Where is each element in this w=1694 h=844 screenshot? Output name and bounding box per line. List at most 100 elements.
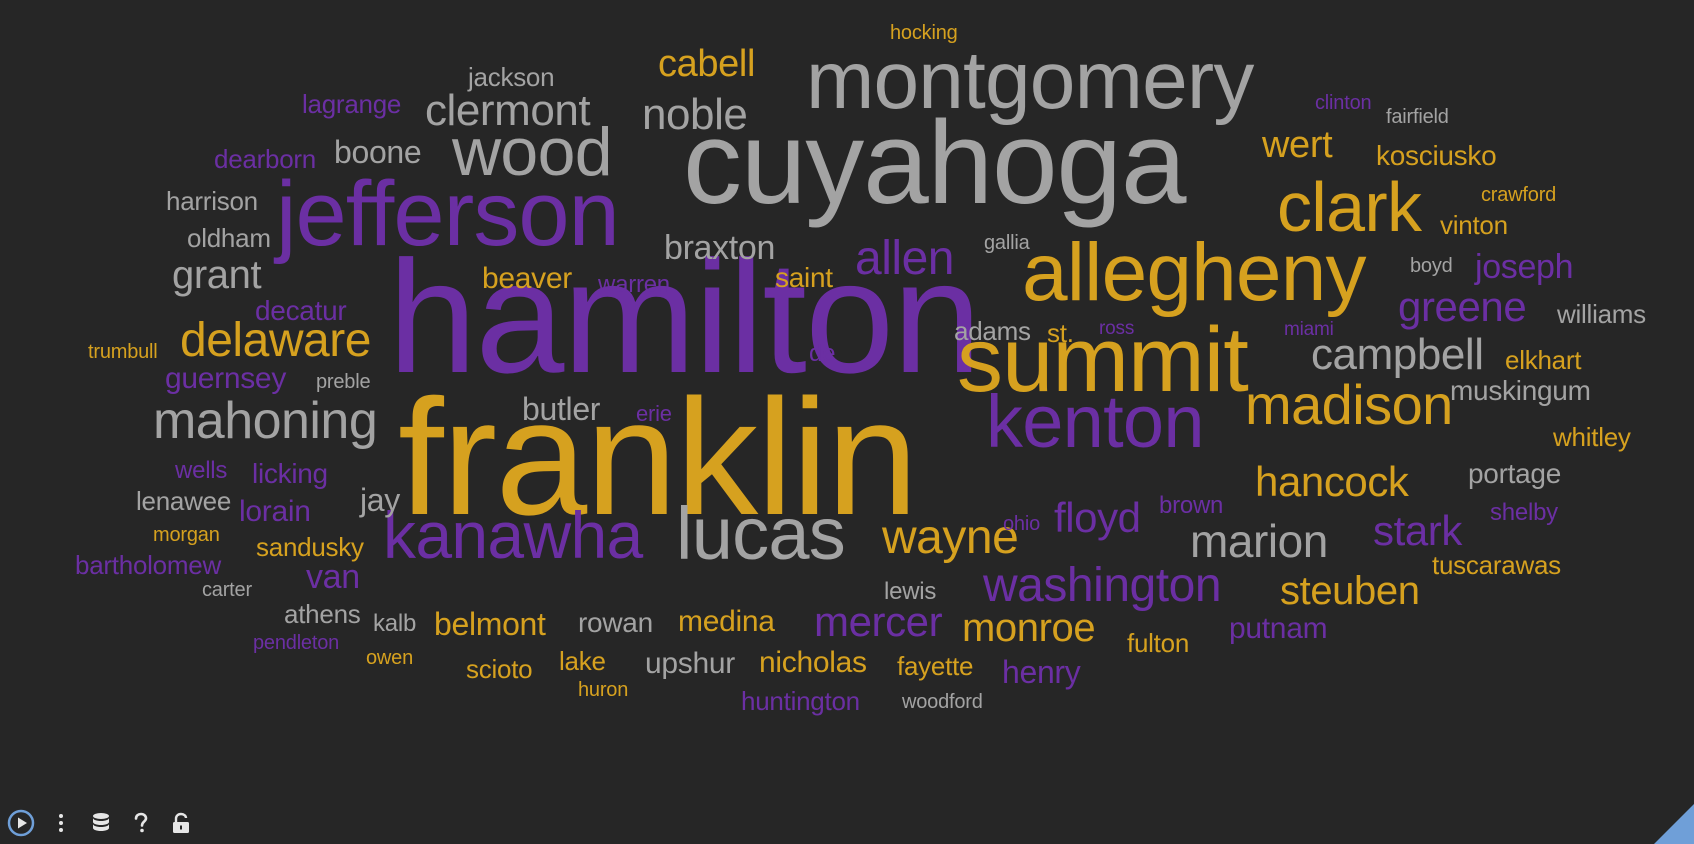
word-lorain[interactable]: lorain bbox=[239, 495, 311, 528]
word-mahoning[interactable]: mahoning bbox=[153, 392, 378, 450]
word-miami[interactable]: miami bbox=[1284, 319, 1334, 340]
word-campbell[interactable]: campbell bbox=[1311, 330, 1484, 379]
word-carter[interactable]: carter bbox=[202, 579, 252, 601]
word-jackson[interactable]: jackson bbox=[468, 62, 555, 92]
word-cuyahoga[interactable]: cuyahoga bbox=[683, 97, 1187, 229]
play-button[interactable] bbox=[4, 806, 38, 840]
word-warren[interactable]: warren bbox=[598, 271, 670, 298]
word-hamilton[interactable]: hamilton bbox=[388, 227, 982, 406]
word-trumbull[interactable]: trumbull bbox=[88, 341, 158, 363]
word-boyd[interactable]: boyd bbox=[1410, 255, 1453, 277]
word-kosciusko[interactable]: kosciusko bbox=[1376, 140, 1497, 171]
word-tuscarawas[interactable]: tuscarawas bbox=[1432, 550, 1561, 580]
word-whitley[interactable]: whitley bbox=[1553, 422, 1631, 452]
word-washington[interactable]: washington bbox=[983, 559, 1222, 612]
word-van[interactable]: van bbox=[306, 558, 360, 596]
word-erie[interactable]: erie bbox=[636, 401, 672, 426]
word-henry[interactable]: henry bbox=[1002, 654, 1081, 690]
word-crawford[interactable]: crawford bbox=[1481, 184, 1557, 206]
word-morgan[interactable]: morgan bbox=[153, 524, 220, 546]
word-fayette[interactable]: fayette bbox=[897, 651, 974, 681]
word-dearborn[interactable]: dearborn bbox=[214, 144, 316, 174]
word-fulton[interactable]: fulton bbox=[1127, 628, 1190, 658]
word-brown[interactable]: brown bbox=[1159, 492, 1224, 519]
word-lenawee[interactable]: lenawee bbox=[136, 486, 232, 516]
word-summit[interactable]: summit bbox=[957, 309, 1249, 411]
word-hocking[interactable]: hocking bbox=[890, 22, 958, 44]
word-rowan[interactable]: rowan bbox=[578, 607, 653, 638]
word-guernsey[interactable]: guernsey bbox=[165, 362, 287, 395]
word-woodford[interactable]: woodford bbox=[902, 691, 983, 713]
more-button[interactable] bbox=[44, 806, 78, 840]
word-clermont[interactable]: clermont bbox=[425, 86, 591, 135]
word-hancock[interactable]: hancock bbox=[1255, 458, 1409, 505]
word-wood[interactable]: wood bbox=[452, 114, 613, 190]
word-joseph[interactable]: joseph bbox=[1475, 248, 1574, 286]
word-cabell[interactable]: cabell bbox=[658, 43, 756, 85]
word-kalb[interactable]: kalb bbox=[373, 610, 417, 637]
word-braxton[interactable]: braxton bbox=[664, 229, 776, 267]
word-nicholas[interactable]: nicholas bbox=[759, 646, 867, 679]
word-shelby[interactable]: shelby bbox=[1490, 499, 1558, 526]
word-upshur[interactable]: upshur bbox=[645, 647, 735, 680]
word-lake[interactable]: lake bbox=[559, 646, 606, 676]
word-sandusky[interactable]: sandusky bbox=[256, 532, 364, 562]
word-steuben[interactable]: steuben bbox=[1280, 569, 1420, 613]
word-muskingum[interactable]: muskingum bbox=[1450, 375, 1591, 406]
word-lewis[interactable]: lewis bbox=[884, 578, 937, 605]
word-ross[interactable]: ross bbox=[1099, 318, 1135, 339]
word-scioto[interactable]: scioto bbox=[466, 654, 533, 684]
word-decatur[interactable]: decatur bbox=[255, 295, 347, 326]
word-stark[interactable]: stark bbox=[1373, 507, 1462, 554]
word-clark[interactable]: clark bbox=[1277, 168, 1422, 246]
word-adams[interactable]: adams bbox=[954, 316, 1031, 346]
word-athens[interactable]: athens bbox=[284, 599, 361, 629]
resize-handle[interactable] bbox=[1654, 804, 1694, 844]
word-portage[interactable]: portage bbox=[1468, 458, 1562, 489]
word-de[interactable]: de bbox=[809, 340, 836, 367]
word-owen[interactable]: owen bbox=[366, 647, 414, 669]
word-lagrange[interactable]: lagrange bbox=[302, 89, 402, 119]
word-madison[interactable]: madison bbox=[1245, 373, 1453, 436]
word-gallia[interactable]: gallia bbox=[984, 232, 1030, 254]
word-ohio[interactable]: ohio bbox=[1003, 513, 1041, 535]
word-wells[interactable]: wells bbox=[175, 457, 228, 484]
word-jefferson[interactable]: jefferson bbox=[276, 163, 620, 265]
word-harrison[interactable]: harrison bbox=[166, 186, 258, 216]
word-marion[interactable]: marion bbox=[1190, 515, 1328, 567]
word-huron[interactable]: huron bbox=[578, 679, 629, 701]
word-preble[interactable]: preble bbox=[316, 371, 371, 393]
word-beaver[interactable]: beaver bbox=[482, 262, 572, 295]
word-mercer[interactable]: mercer bbox=[814, 598, 943, 645]
word-jay[interactable]: jay bbox=[360, 482, 400, 518]
word-bartholomew[interactable]: bartholomew bbox=[75, 550, 221, 580]
word-monroe[interactable]: monroe bbox=[962, 606, 1096, 650]
word-oldham[interactable]: oldham bbox=[187, 223, 271, 253]
word-elkhart[interactable]: elkhart bbox=[1505, 345, 1582, 375]
word-franklin[interactable]: franklin bbox=[398, 365, 918, 549]
word-clinton[interactable]: clinton bbox=[1315, 92, 1372, 114]
word-wayne[interactable]: wayne bbox=[882, 511, 1019, 564]
word-kanawha[interactable]: kanawha bbox=[383, 498, 643, 572]
word-allen[interactable]: allen bbox=[855, 232, 955, 285]
database-button[interactable] bbox=[84, 806, 118, 840]
word-pendleton[interactable]: pendleton bbox=[253, 632, 340, 654]
word-boone[interactable]: boone bbox=[334, 134, 422, 170]
word-medina[interactable]: medina bbox=[678, 605, 775, 638]
word-licking[interactable]: licking bbox=[252, 458, 328, 489]
word-montgomery[interactable]: montgomery bbox=[806, 35, 1254, 126]
word-greene[interactable]: greene bbox=[1398, 283, 1527, 330]
word-butler[interactable]: butler bbox=[522, 391, 601, 427]
word-williams[interactable]: williams bbox=[1557, 299, 1646, 329]
word-floyd[interactable]: floyd bbox=[1054, 494, 1141, 541]
word-belmont[interactable]: belmont bbox=[434, 606, 546, 642]
word-fairfield[interactable]: fairfield bbox=[1386, 106, 1449, 128]
help-button[interactable] bbox=[124, 806, 158, 840]
lock-button[interactable] bbox=[164, 806, 198, 840]
word-allegheny[interactable]: allegheny bbox=[1022, 227, 1367, 318]
word-st[interactable]: st. bbox=[1047, 318, 1074, 348]
word-noble[interactable]: noble bbox=[642, 90, 748, 139]
word-grant[interactable]: grant bbox=[172, 253, 262, 297]
word-kenton[interactable]: kenton bbox=[986, 380, 1204, 463]
word-putnam[interactable]: putnam bbox=[1229, 612, 1328, 645]
